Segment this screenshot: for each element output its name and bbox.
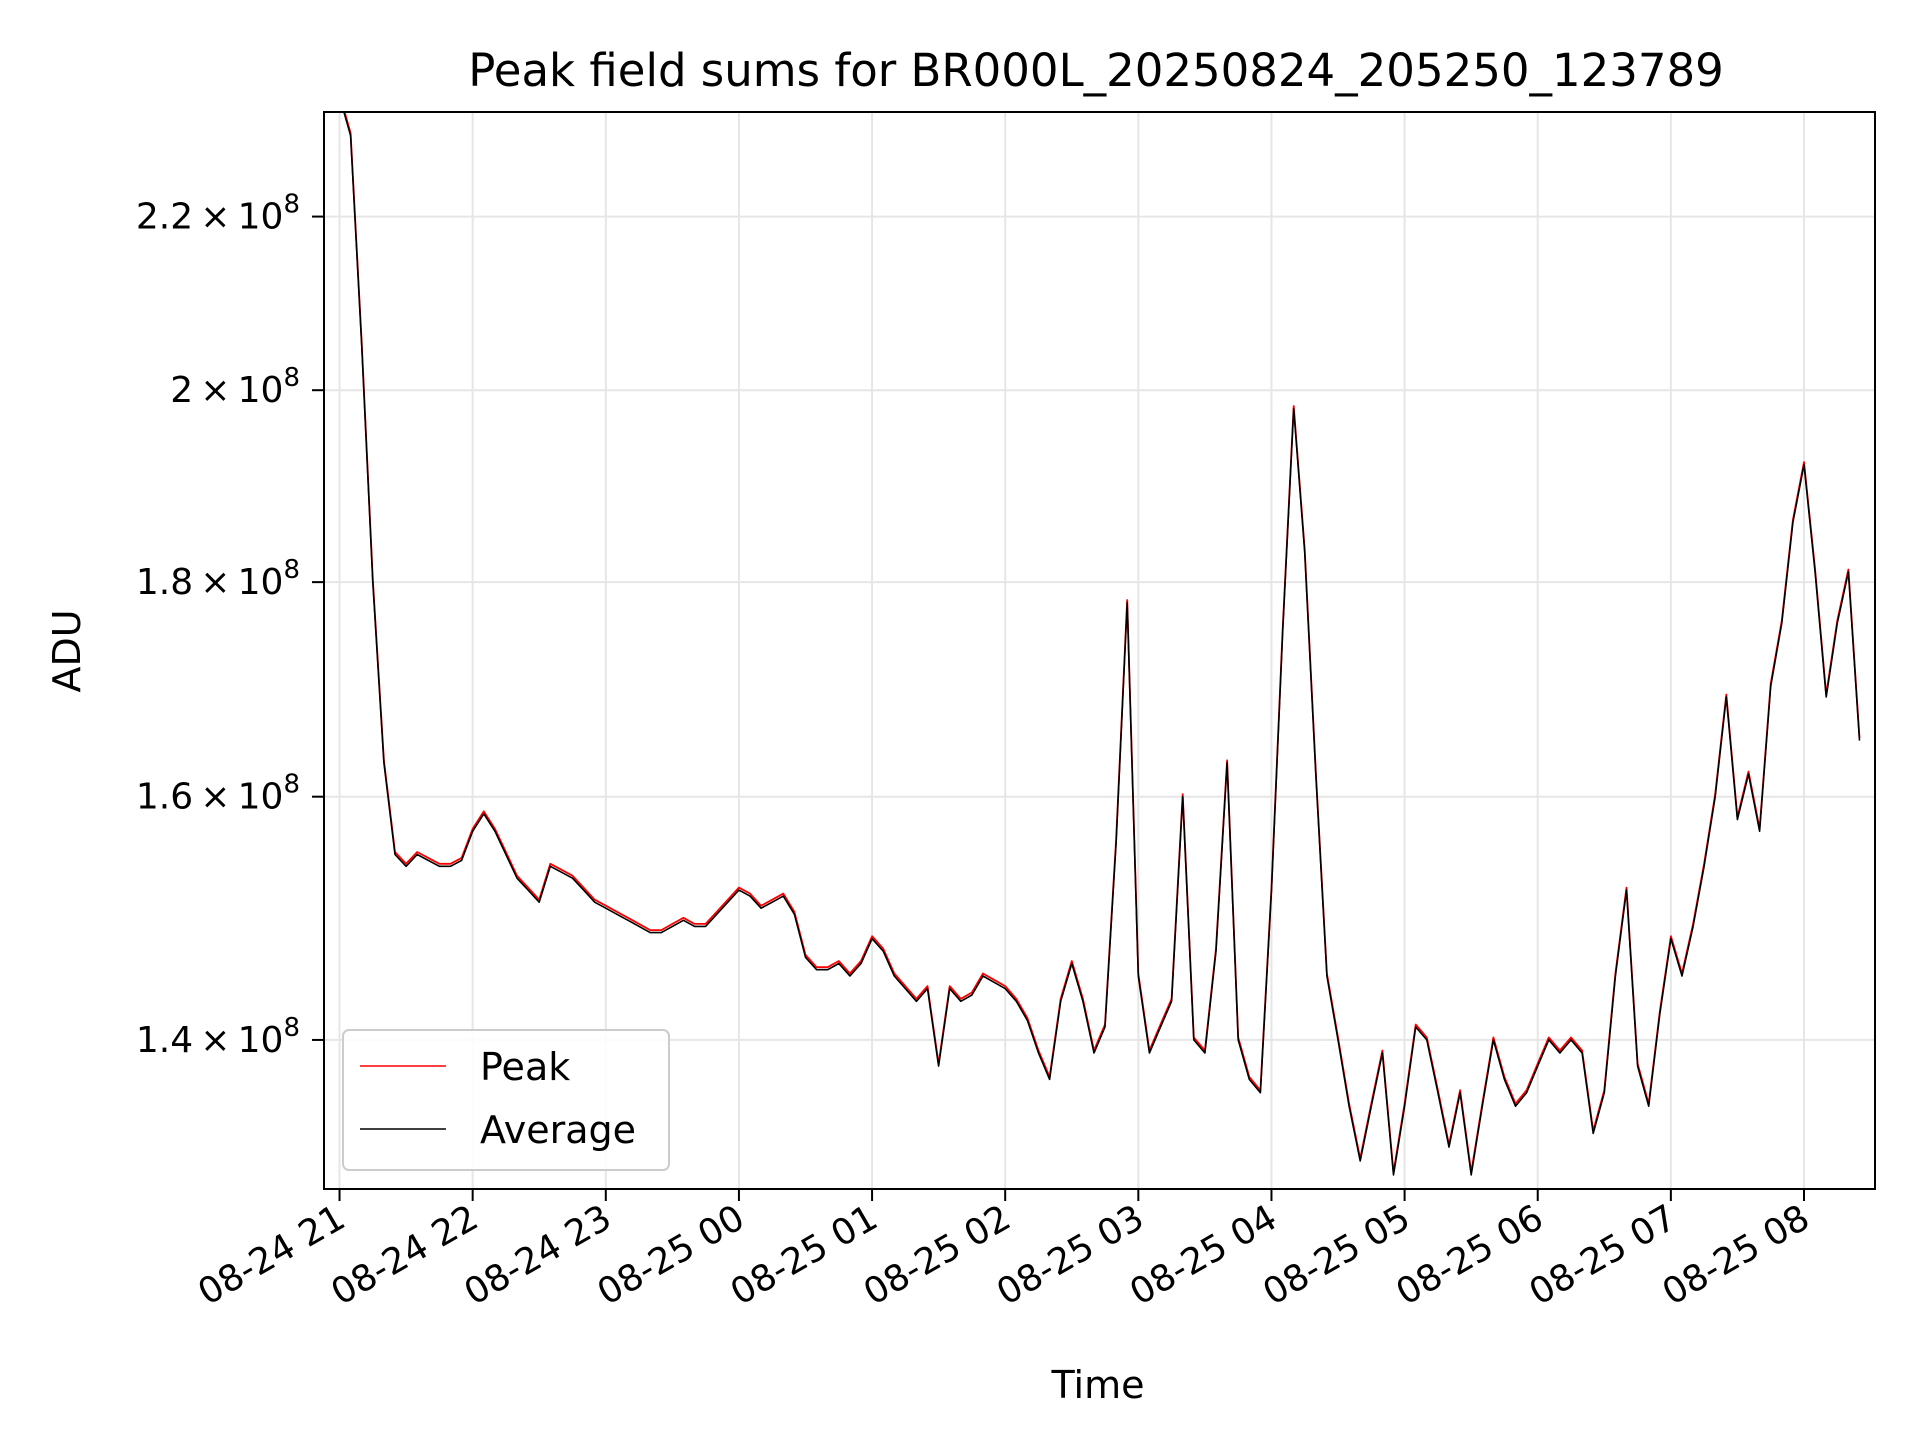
- legend-average-label: Average: [480, 1108, 636, 1152]
- x-tick-label: 08-25 03: [990, 1197, 1151, 1313]
- x-tick-label: 08-25 05: [1256, 1197, 1417, 1313]
- x-tick-label: 08-25 00: [591, 1197, 752, 1313]
- legend: Peak Average: [342, 1029, 670, 1171]
- series-layer: [343, 112, 1861, 1176]
- y-tick-label: 1.6 × 108: [136, 770, 300, 818]
- x-tick-label: 08-25 01: [724, 1197, 885, 1313]
- y-axis-ticks: 1.4 × 108 1.6 × 108 1.8 × 108 2 × 108 2.2 × …: [136, 190, 324, 1061]
- average-series-line: [343, 112, 1861, 1176]
- y-axis-label: ADU: [45, 609, 89, 692]
- y-tick-label: 1.8 × 108: [136, 555, 300, 603]
- y-tick-label: 1.4 × 108: [136, 1013, 300, 1061]
- legend-box: [342, 1029, 670, 1171]
- legend-peak-label: Peak: [480, 1045, 570, 1089]
- x-tick-label: 08-25 04: [1123, 1197, 1284, 1313]
- x-tick-label: 08-25 06: [1390, 1197, 1551, 1313]
- gridlines: [324, 112, 1875, 1189]
- x-axis-label: Time: [1051, 1363, 1145, 1407]
- y-tick-label: 2 × 108: [170, 363, 300, 411]
- y-tick-label: 2.2 × 108: [136, 190, 300, 238]
- x-tick-label: 08-25 07: [1523, 1197, 1684, 1313]
- x-tick-label: 08-24 23: [458, 1197, 619, 1313]
- x-tick-label: 08-25 02: [857, 1197, 1018, 1313]
- chart-title: Peak field sums for BR000L_20250824_2052…: [468, 44, 1724, 97]
- peak-series-line: [343, 112, 1861, 1174]
- x-tick-label: 08-24 22: [324, 1197, 485, 1313]
- x-tick-label: 08-25 08: [1656, 1197, 1817, 1313]
- x-tick-label: 08-24 21: [191, 1197, 352, 1313]
- plot-frame: [323, 111, 1876, 1190]
